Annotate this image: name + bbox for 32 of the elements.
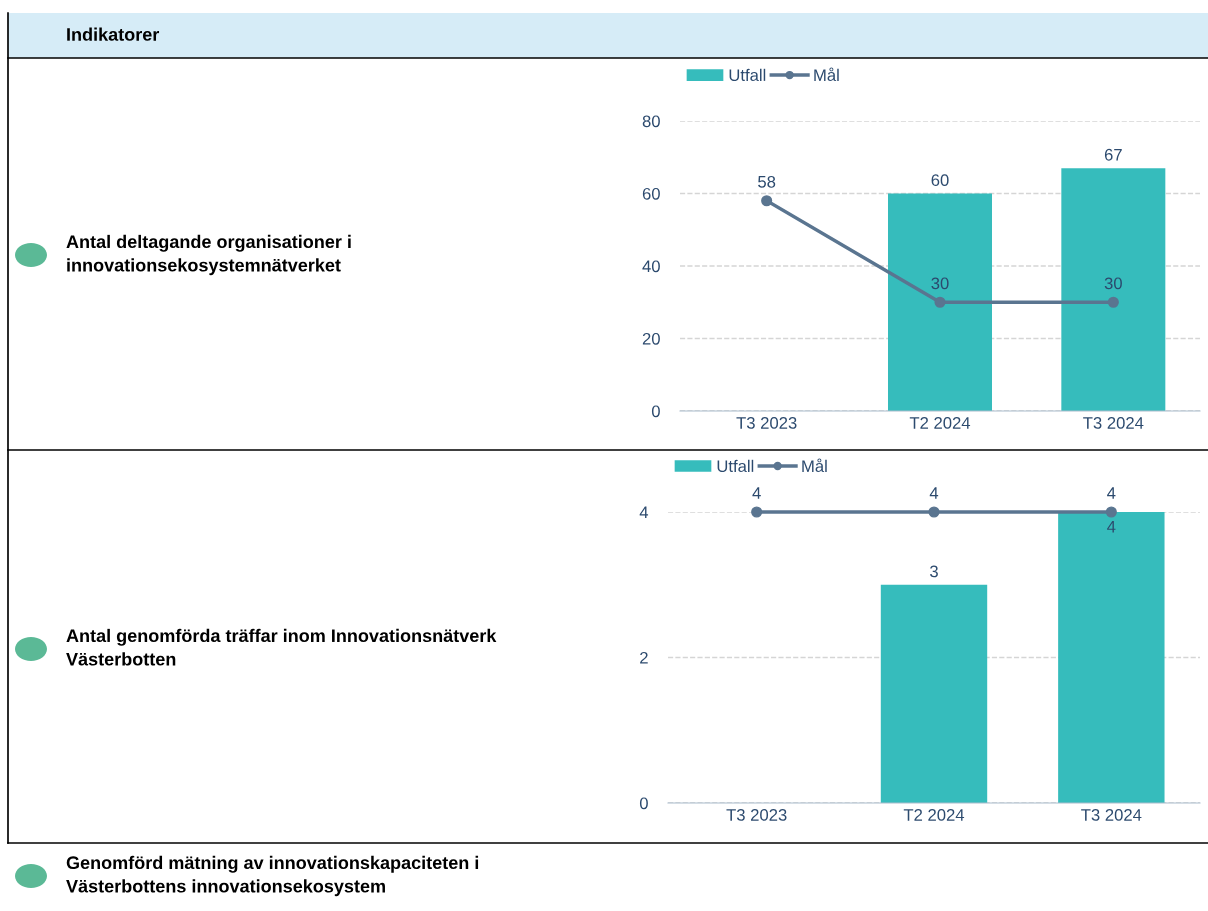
legend-label: Utfall xyxy=(717,459,754,473)
x-tick-label: T3 2024 xyxy=(1083,417,1144,429)
data-label: 58 xyxy=(758,175,776,188)
data-label: 30 xyxy=(1104,277,1122,290)
y-tick-label: 0 xyxy=(651,405,660,418)
y-tick-label: 60 xyxy=(642,187,660,200)
y-tick-label: 0 xyxy=(639,797,648,810)
legend-label: Utfall xyxy=(729,68,766,82)
legend-label: Mål xyxy=(802,458,827,473)
data-label: 3 xyxy=(930,565,938,578)
x-tick-label: T3 2023 xyxy=(736,417,797,429)
data-label: 4 xyxy=(752,487,761,499)
data-label: 4 xyxy=(1107,487,1116,499)
x-tick-label: T3 2023 xyxy=(726,809,787,821)
text: Antal genomförda träffar inom Innovationsnätverk Västerbotten xyxy=(66,628,497,666)
y-tick-label: 4 xyxy=(639,506,649,519)
data-label: 30 xyxy=(931,277,949,290)
data-label: 67 xyxy=(1104,148,1122,161)
x-tick-label: T2 2024 xyxy=(903,809,965,821)
text: Genomförd mätning av innovationskapaciteten i Västerbottens innovationsekosystem xyxy=(66,855,479,897)
data-label: 60 xyxy=(931,174,949,187)
y-tick-label: 80 xyxy=(642,115,660,128)
text: Indikatorer xyxy=(67,27,160,41)
y-tick-label: 20 xyxy=(642,332,660,345)
data-label: 4 xyxy=(929,487,939,499)
y-tick-label: 2 xyxy=(640,651,648,664)
x-tick-label: T3 2024 xyxy=(1081,809,1142,821)
text: Antal deltagande organisationer i innovationsekosystemnätverket xyxy=(66,234,351,276)
data-label: 4 xyxy=(1107,520,1116,533)
x-tick-label: T2 2024 xyxy=(909,417,971,429)
legend-label: Mål xyxy=(814,67,839,82)
y-tick-label: 40 xyxy=(642,260,660,273)
